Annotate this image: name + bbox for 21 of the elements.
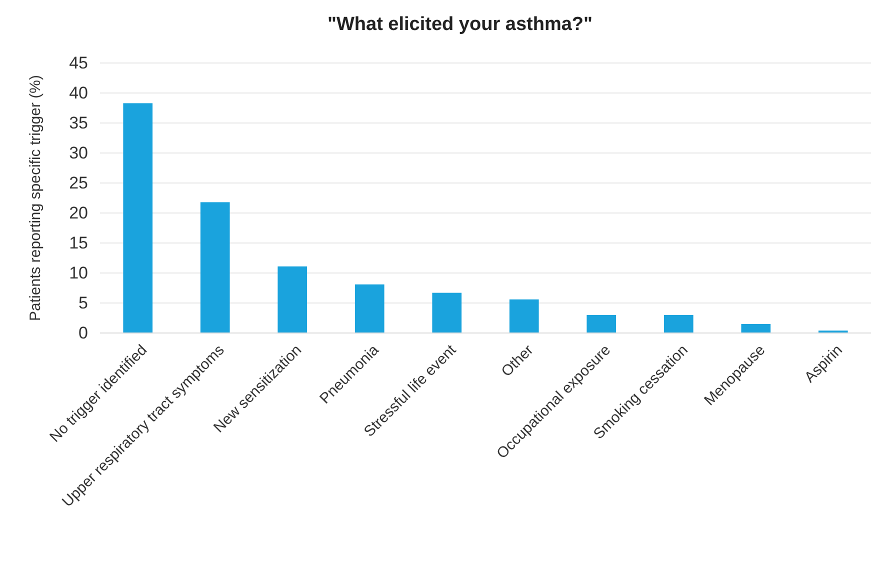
y-tick-label: 5 bbox=[78, 293, 88, 312]
bar bbox=[354, 284, 384, 333]
bar bbox=[509, 299, 539, 333]
y-tick-label: 0 bbox=[78, 323, 88, 342]
y-axis-title: Patients reporting specific trigger (%) bbox=[27, 75, 44, 321]
y-tick-label: 35 bbox=[69, 113, 88, 132]
y-tick-label: 15 bbox=[69, 233, 88, 252]
bar bbox=[200, 202, 230, 333]
bar bbox=[586, 315, 616, 333]
y-tick-label: 30 bbox=[69, 143, 88, 162]
y-tick-label: 40 bbox=[69, 83, 88, 102]
y-tick-label: 45 bbox=[69, 53, 88, 72]
y-tick-label: 25 bbox=[69, 173, 88, 192]
bar bbox=[741, 324, 771, 333]
chart-title: "What elicited your asthma?" bbox=[327, 14, 593, 35]
bar bbox=[123, 103, 153, 333]
bar bbox=[278, 266, 308, 333]
bar bbox=[432, 292, 462, 333]
y-tick-label: 20 bbox=[69, 203, 88, 222]
bar bbox=[664, 315, 694, 333]
y-tick-label: 10 bbox=[69, 263, 88, 282]
